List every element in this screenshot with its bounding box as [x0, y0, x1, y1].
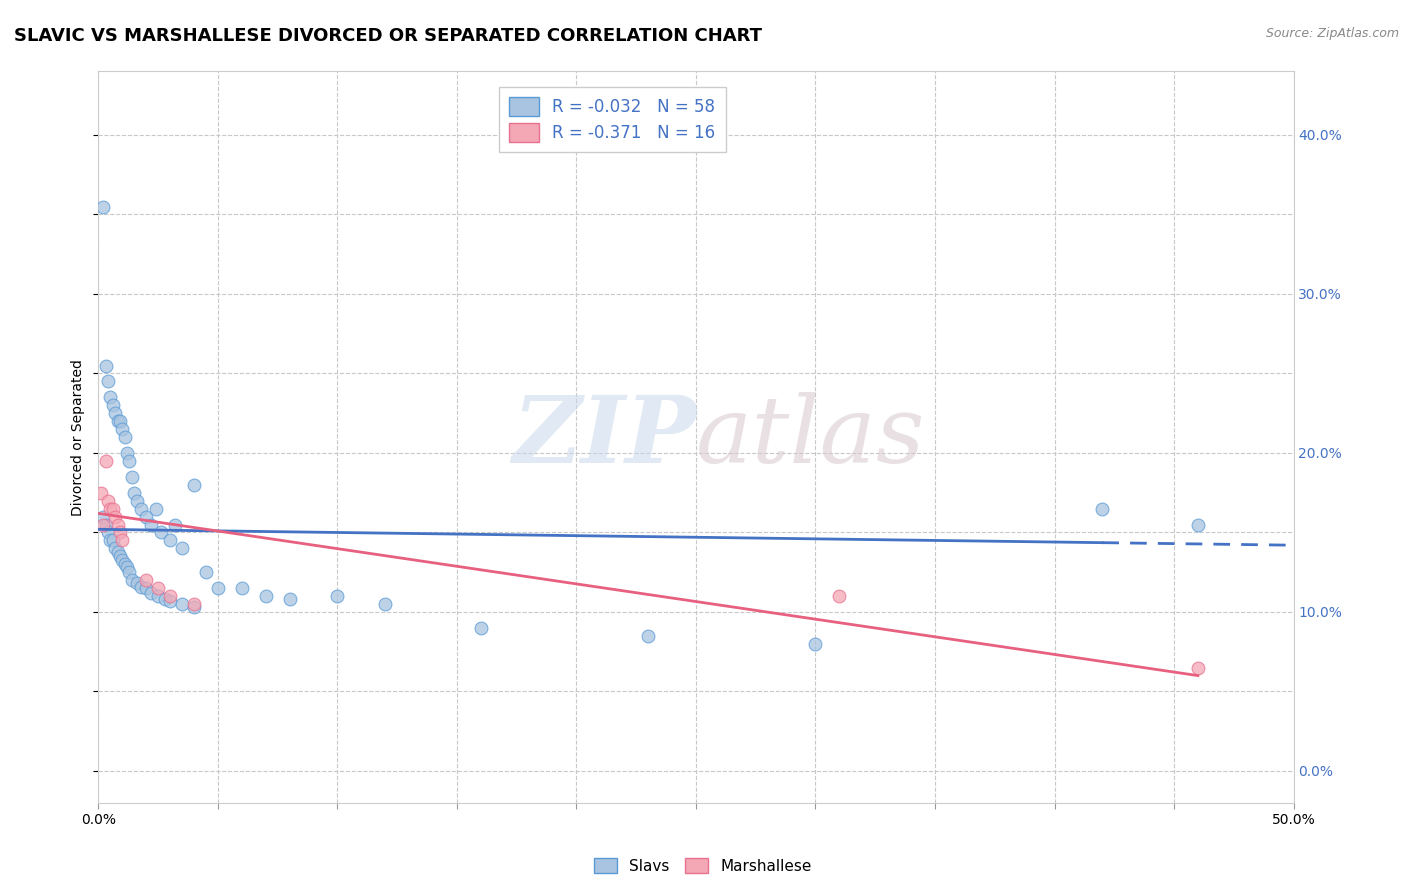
Point	[183, 600, 205, 615]
Point	[98, 533, 122, 548]
Point	[804, 637, 827, 651]
Legend: Slavs, Marshallese: Slavs, Marshallese	[588, 852, 818, 880]
Point	[145, 501, 167, 516]
Point	[131, 501, 153, 516]
Point	[195, 566, 218, 580]
Point	[121, 470, 143, 484]
Point	[183, 597, 205, 611]
Point	[1187, 517, 1209, 532]
Point	[149, 525, 172, 540]
Point	[91, 200, 114, 214]
Point	[94, 454, 117, 468]
Point	[108, 414, 131, 428]
Point	[97, 493, 120, 508]
Point	[172, 597, 194, 611]
Point	[159, 533, 181, 548]
Point	[637, 629, 659, 643]
Point	[470, 621, 492, 635]
Point	[97, 375, 120, 389]
Point	[107, 517, 129, 532]
Point	[107, 414, 129, 428]
Point	[104, 541, 127, 556]
Point	[91, 517, 114, 532]
Point	[148, 581, 170, 595]
Point	[98, 501, 122, 516]
Point	[91, 509, 114, 524]
Point	[135, 581, 157, 595]
Point	[108, 525, 131, 540]
Point	[98, 390, 122, 404]
Legend: R = -0.032   N = 58, R = -0.371   N = 16: R = -0.032 N = 58, R = -0.371 N = 16	[499, 87, 725, 153]
Text: atlas: atlas	[696, 392, 925, 482]
Point	[115, 560, 138, 574]
Point	[163, 517, 186, 532]
Point	[254, 589, 277, 603]
Text: Source: ZipAtlas.com: Source: ZipAtlas.com	[1265, 27, 1399, 40]
Point	[104, 406, 127, 420]
Point	[114, 558, 136, 572]
Point	[107, 544, 129, 558]
Point	[101, 501, 124, 516]
Point	[139, 586, 162, 600]
Point	[97, 525, 120, 540]
Point	[118, 454, 141, 468]
Point	[111, 533, 134, 548]
Point	[124, 485, 146, 500]
Point	[101, 533, 124, 548]
Point	[131, 580, 153, 594]
Point	[94, 517, 117, 532]
Point	[125, 493, 148, 508]
Point	[114, 430, 136, 444]
Point	[172, 541, 194, 556]
Point	[231, 581, 253, 595]
Point	[278, 592, 301, 607]
Point	[326, 589, 349, 603]
Point	[135, 509, 157, 524]
Point	[115, 446, 138, 460]
Point	[159, 594, 181, 608]
Point	[121, 573, 143, 587]
Text: ZIP: ZIP	[512, 392, 696, 482]
Point	[148, 589, 170, 603]
Point	[108, 549, 131, 564]
Point	[183, 477, 205, 491]
Point	[1091, 501, 1114, 516]
Point	[155, 592, 177, 607]
Point	[207, 581, 229, 595]
Point	[125, 576, 148, 591]
Y-axis label: Divorced or Separated: Divorced or Separated	[72, 359, 86, 516]
Point	[135, 573, 157, 587]
Point	[159, 589, 181, 603]
Point	[374, 597, 396, 611]
Point	[1187, 660, 1209, 674]
Point	[118, 566, 141, 580]
Text: SLAVIC VS MARSHALLESE DIVORCED OR SEPARATED CORRELATION CHART: SLAVIC VS MARSHALLESE DIVORCED OR SEPARA…	[14, 27, 762, 45]
Point	[139, 517, 162, 532]
Point	[90, 485, 112, 500]
Point	[101, 398, 124, 412]
Point	[111, 422, 134, 436]
Point	[828, 589, 851, 603]
Point	[111, 552, 134, 566]
Point	[94, 359, 117, 373]
Point	[104, 509, 127, 524]
